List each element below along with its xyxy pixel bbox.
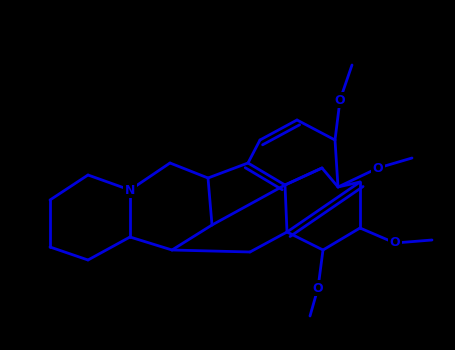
Text: O: O (389, 237, 400, 250)
Text: O: O (335, 93, 345, 106)
Text: N: N (125, 183, 135, 196)
Text: O: O (313, 281, 324, 294)
Text: O: O (373, 161, 383, 175)
